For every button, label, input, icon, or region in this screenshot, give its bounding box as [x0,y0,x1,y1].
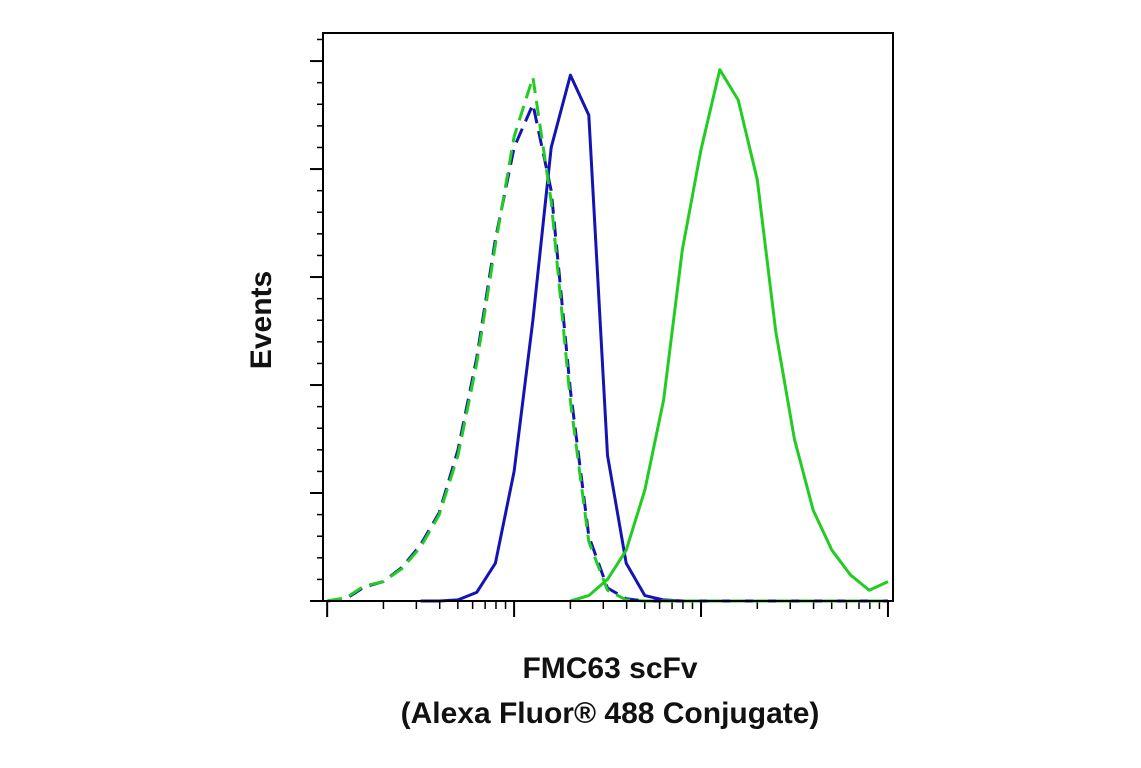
y-axis-label: Events [245,271,278,369]
dashed-histogram-line [327,102,888,603]
x-axis-label: FMC63 scFv [522,652,697,685]
histogram-line [569,68,889,603]
dashed-histogram-line [326,75,888,603]
x-axis-label: (Alexa Fluor® 488 Conjugate) [401,697,820,730]
plot-frame [322,32,894,602]
